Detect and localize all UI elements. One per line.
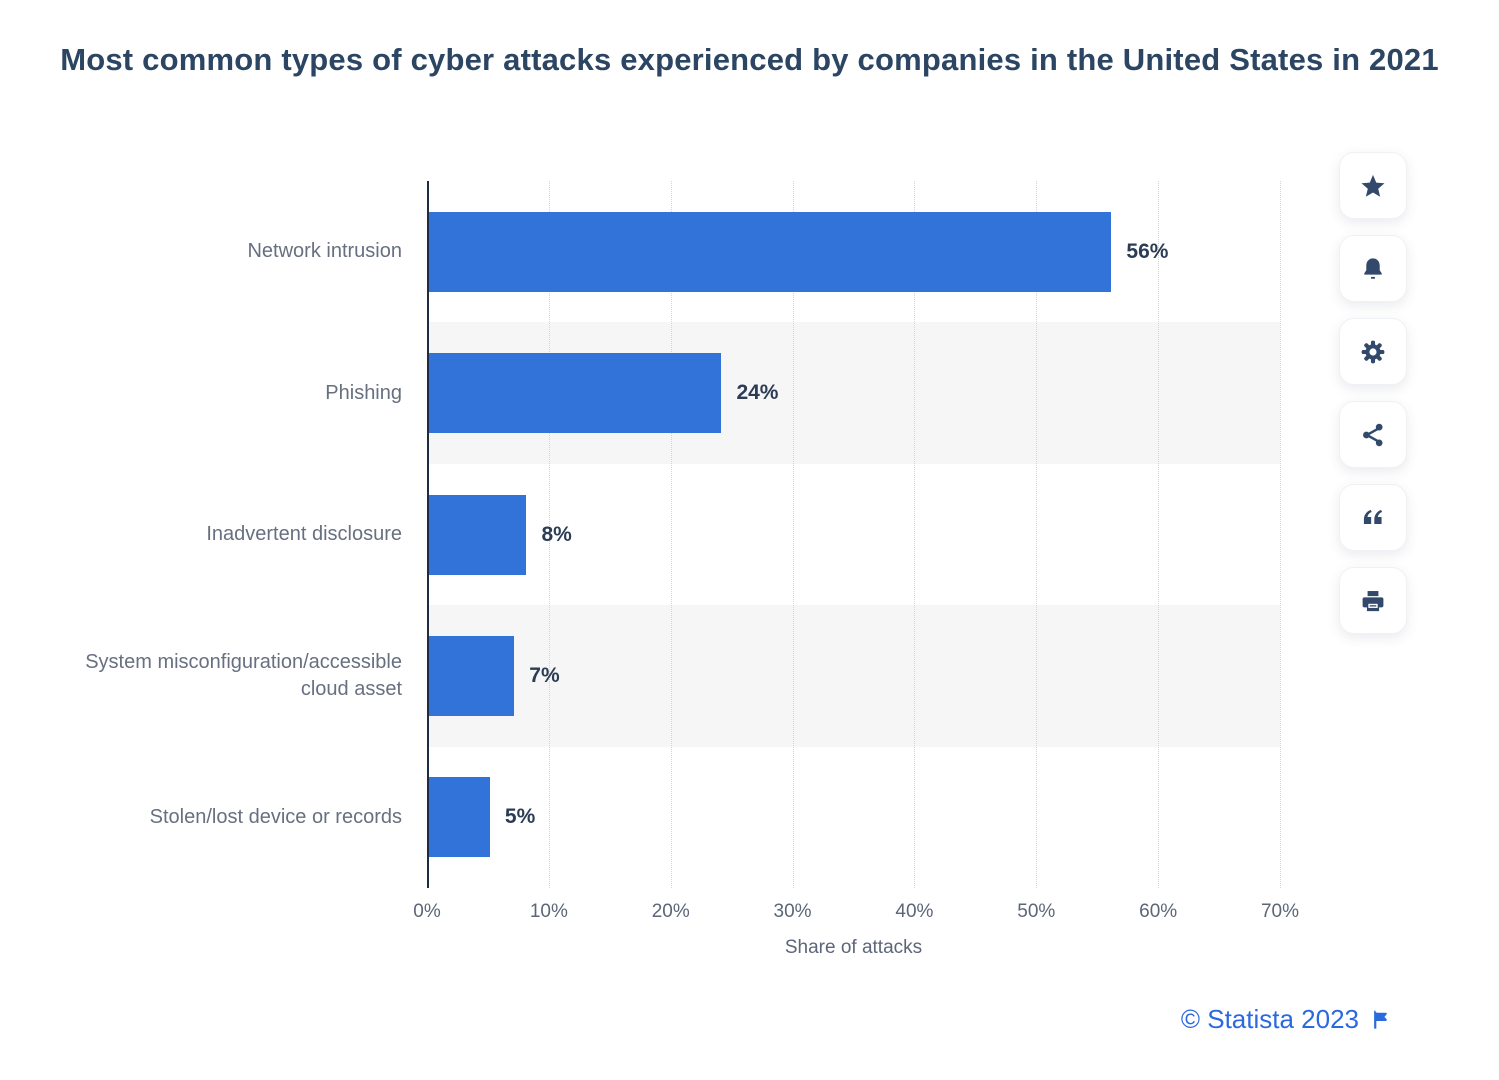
chart-title: Most common types of cyber attacks exper… — [60, 42, 1439, 77]
bar-phishing — [429, 353, 722, 434]
gridline — [670, 181, 672, 888]
statista-credit-link[interactable]: © Statista 2023 — [1181, 1004, 1393, 1035]
y-axis-line — [427, 181, 429, 888]
x-tick-label: 10% — [529, 901, 568, 922]
gridline — [548, 181, 550, 888]
bar-inadvertent-disclosure — [429, 494, 527, 575]
value-label: 24% — [736, 381, 779, 405]
x-tick-label: 50% — [1017, 901, 1056, 922]
flag-icon — [1374, 1010, 1387, 1029]
bar-network-intrusion — [429, 211, 1112, 292]
star-icon — [1361, 174, 1385, 197]
bar-system-misconfiguration-accessible-cloud-asset — [429, 635, 515, 716]
favorite-button[interactable] — [1339, 152, 1407, 219]
print-button[interactable] — [1339, 567, 1407, 634]
gridline — [1158, 181, 1160, 888]
gridline — [1280, 181, 1281, 888]
share-button[interactable] — [1339, 401, 1407, 468]
x-tick-label: 60% — [1139, 901, 1178, 922]
gridline — [792, 181, 794, 888]
settings-button[interactable] — [1339, 318, 1407, 385]
row-band — [427, 605, 1280, 747]
alert-button[interactable] — [1339, 235, 1407, 302]
share-icon — [1363, 423, 1383, 446]
category-label: Network intrusion — [247, 240, 402, 263]
category-label: System misconfiguration/accessible cloud… — [85, 650, 402, 700]
value-label: 7% — [529, 663, 560, 687]
x-tick-label: 20% — [651, 901, 690, 922]
gridline — [1036, 181, 1038, 888]
gridline — [914, 181, 916, 888]
chart-toolbar — [1339, 152, 1407, 634]
copyright-text[interactable]: © Statista 2023 — [1180, 1004, 1359, 1034]
flag-icon[interactable] — [1370, 1008, 1393, 1031]
bar-stolen-lost-device-or-records — [429, 777, 490, 858]
x-axis-label: Share of attacks — [784, 937, 923, 958]
quote-icon — [1363, 509, 1383, 524]
category-label: Inadvertent disclosure — [206, 522, 402, 545]
category-label: Phishing — [325, 381, 402, 404]
x-tick-label: 40% — [895, 901, 934, 922]
x-tick-label: 30% — [773, 901, 812, 922]
plot-area: 56% 24% 8% 7% 5% — [427, 181, 1281, 888]
bell-icon — [1364, 257, 1382, 279]
value-label: 5% — [504, 805, 536, 829]
gear-icon — [1361, 340, 1385, 363]
printer-icon — [1362, 590, 1384, 611]
citation-button[interactable] — [1339, 484, 1407, 551]
x-tick-label: 70% — [1260, 901, 1300, 922]
value-label: 56% — [1126, 239, 1169, 263]
x-tick-label: 0% — [413, 901, 441, 922]
value-label: 8% — [541, 522, 572, 546]
category-label: Stolen/lost device or records — [149, 805, 402, 828]
